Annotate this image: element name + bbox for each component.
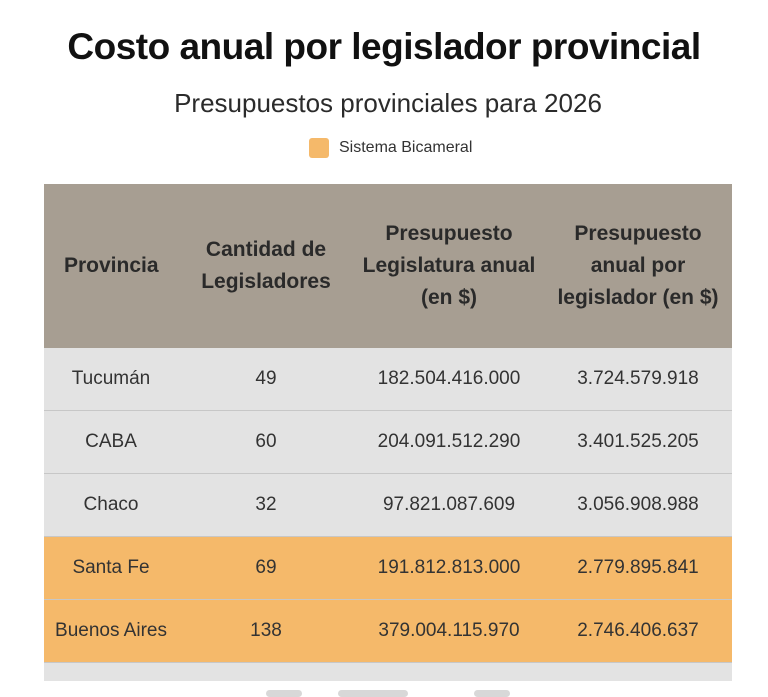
chart-title: Costo anual por legislador provincial — [67, 26, 701, 67]
cell-provincia: Tucumán — [44, 348, 178, 411]
legend-swatch-bicameral — [309, 138, 329, 158]
header-cantidad-legisladores: Cantidad de Legisladores — [201, 238, 331, 293]
cell-por-legislador: 2.779.895.841 — [544, 536, 732, 600]
table-row: Tucumán 49 182.504.416.000 3.724.579.918 — [44, 348, 732, 411]
cell-presupuesto: 191.812.813.000 — [354, 536, 544, 600]
scroll-indicator-right — [474, 690, 510, 697]
cell-legisladores: 32 — [178, 473, 354, 537]
table-footer-row — [44, 662, 732, 682]
table-row: Buenos Aires 138 379.004.115.970 2.746.4… — [44, 599, 732, 663]
cell-por-legislador: 3.401.525.205 — [544, 410, 732, 474]
table-footer-cell — [44, 663, 732, 682]
table-row: Santa Fe 69 191.812.813.000 2.779.895.84… — [44, 536, 732, 600]
header-provincia: Provincia — [64, 254, 159, 277]
chart-subtitle: Presupuestos provinciales para 2026 — [174, 88, 602, 118]
cell-provincia: Buenos Aires — [44, 599, 178, 663]
cell-legisladores: 60 — [178, 410, 354, 474]
legend: Sistema Bicameral — [309, 138, 472, 158]
table-body: Tucumán 49 182.504.416.000 3.724.579.918… — [44, 348, 732, 681]
scroll-indicator-center — [338, 690, 408, 697]
header-presupuesto-legislatura: Presupuesto Legislatura anual (en $) — [362, 222, 536, 309]
cell-por-legislador: 3.056.908.988 — [544, 473, 732, 537]
cell-provincia: Chaco — [44, 473, 178, 537]
table-row: Chaco 32 97.821.087.609 3.056.908.988 — [44, 473, 732, 537]
cell-presupuesto: 182.504.416.000 — [354, 348, 544, 411]
cell-por-legislador: 2.746.406.637 — [544, 599, 732, 663]
cell-legisladores: 69 — [178, 536, 354, 600]
table-header-row: Provincia Cantidad de Legisladores Presu… — [44, 184, 732, 348]
table-row: CABA 60 204.091.512.290 3.401.525.205 — [44, 410, 732, 474]
legend-label-bicameral: Sistema Bicameral — [339, 139, 473, 156]
cell-presupuesto: 204.091.512.290 — [354, 410, 544, 474]
cell-legisladores: 138 — [178, 599, 354, 663]
cell-presupuesto: 379.004.115.970 — [354, 599, 544, 663]
cell-presupuesto: 97.821.087.609 — [354, 473, 544, 537]
cell-provincia: Santa Fe — [44, 536, 178, 600]
cell-provincia: CABA — [44, 410, 178, 474]
cell-por-legislador: 3.724.579.918 — [544, 348, 732, 411]
scroll-indicator-left — [266, 690, 302, 697]
header-presupuesto-por-legislador: Presupuesto anual por legislador (en $) — [557, 222, 719, 309]
data-table: Provincia Cantidad de Legisladores Presu… — [44, 184, 732, 681]
cell-legisladores: 49 — [178, 348, 354, 411]
